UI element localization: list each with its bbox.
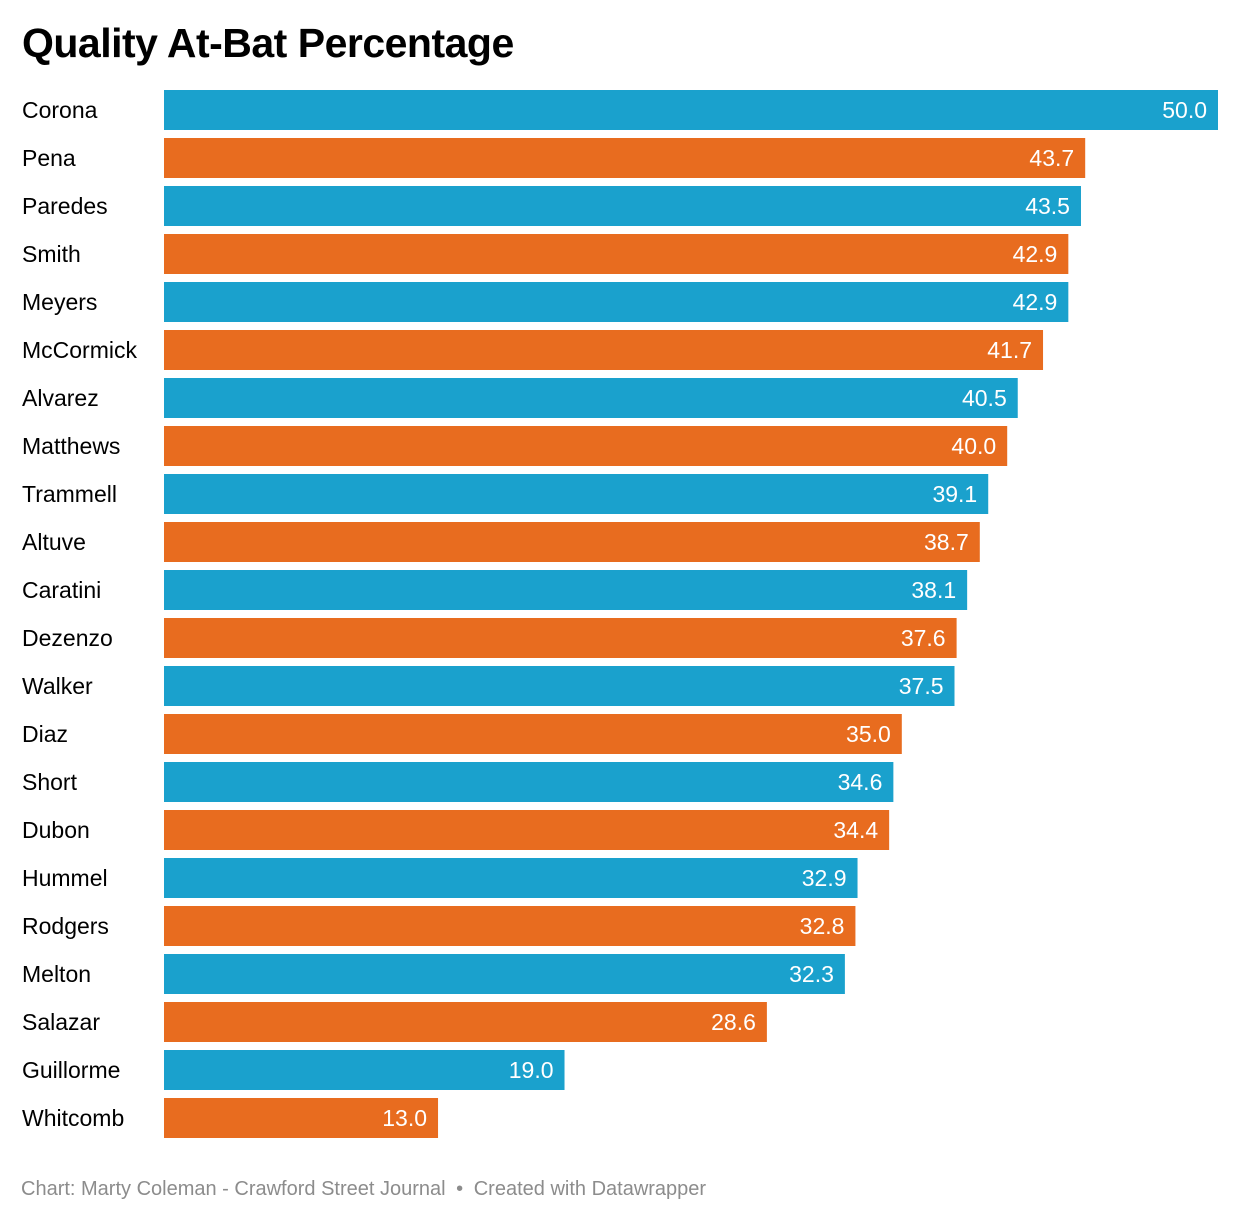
bar-mccormick bbox=[164, 330, 1044, 370]
bar-whitcomb bbox=[164, 1098, 439, 1138]
category-label-dubon: Dubon bbox=[22, 817, 90, 843]
value-label-melton: 32.3 bbox=[789, 961, 834, 987]
category-label-mccormick: McCormick bbox=[22, 337, 137, 363]
category-label-guillorme: Guillorme bbox=[22, 1057, 120, 1083]
value-label-short: 34.6 bbox=[838, 769, 883, 795]
value-label-trammell: 39.1 bbox=[932, 481, 977, 507]
category-label-meyers: Meyers bbox=[22, 289, 97, 315]
bar-dubon bbox=[164, 810, 890, 850]
category-label-melton: Melton bbox=[22, 961, 91, 987]
value-label-diaz: 35.0 bbox=[846, 721, 891, 747]
category-label-pena: Pena bbox=[22, 145, 76, 171]
category-label-short: Short bbox=[22, 769, 78, 795]
bar-matthews bbox=[164, 426, 1008, 466]
bar-pena bbox=[164, 138, 1086, 178]
value-label-rodgers: 32.8 bbox=[800, 913, 845, 939]
bar-smith bbox=[164, 234, 1069, 274]
value-label-corona: 50.0 bbox=[1162, 97, 1207, 123]
bar-trammell bbox=[164, 474, 989, 514]
category-label-rodgers: Rodgers bbox=[22, 913, 109, 939]
category-label-hummel: Hummel bbox=[22, 865, 108, 891]
category-label-alvarez: Alvarez bbox=[22, 385, 99, 411]
bar-meyers bbox=[164, 282, 1069, 322]
category-label-salazar: Salazar bbox=[22, 1009, 100, 1035]
category-label-altuve: Altuve bbox=[22, 529, 86, 555]
value-label-caratini: 38.1 bbox=[911, 577, 956, 603]
value-label-dezenzo: 37.6 bbox=[901, 625, 946, 651]
category-label-whitcomb: Whitcomb bbox=[22, 1105, 124, 1131]
value-label-hummel: 32.9 bbox=[802, 865, 847, 891]
category-label-walker: Walker bbox=[22, 673, 93, 699]
chart-title: Quality At-Bat Percentage bbox=[22, 20, 514, 66]
category-label-trammell: Trammell bbox=[22, 481, 117, 507]
bar-short bbox=[164, 762, 894, 802]
category-label-paredes: Paredes bbox=[22, 193, 108, 219]
category-label-matthews: Matthews bbox=[22, 433, 120, 459]
bar-diaz bbox=[164, 714, 902, 754]
value-label-smith: 42.9 bbox=[1013, 241, 1058, 267]
category-label-corona: Corona bbox=[22, 97, 98, 123]
bar-hummel bbox=[164, 858, 858, 898]
value-label-pena: 43.7 bbox=[1029, 145, 1074, 171]
value-label-alvarez: 40.5 bbox=[962, 385, 1007, 411]
bar-melton bbox=[164, 954, 845, 994]
bar-dezenzo bbox=[164, 618, 957, 658]
value-label-whitcomb: 13.0 bbox=[382, 1105, 427, 1131]
value-label-salazar: 28.6 bbox=[711, 1009, 756, 1035]
value-label-dubon: 34.4 bbox=[833, 817, 878, 843]
category-label-smith: Smith bbox=[22, 241, 81, 267]
category-label-diaz: Diaz bbox=[22, 721, 68, 747]
value-label-matthews: 40.0 bbox=[951, 433, 996, 459]
bar-altuve bbox=[164, 522, 980, 562]
category-label-caratini: Caratini bbox=[22, 577, 101, 603]
bar-alvarez bbox=[164, 378, 1018, 418]
value-label-altuve: 38.7 bbox=[924, 529, 969, 555]
value-label-mccormick: 41.7 bbox=[987, 337, 1032, 363]
bar-guillorme bbox=[164, 1050, 565, 1090]
bar-walker bbox=[164, 666, 955, 706]
value-label-meyers: 42.9 bbox=[1013, 289, 1058, 315]
footer-credit: Chart: Marty Coleman - Crawford Street J… bbox=[21, 1178, 446, 1200]
chart-footer: Chart: Marty Coleman - Crawford Street J… bbox=[21, 1178, 706, 1201]
bar-paredes bbox=[164, 186, 1081, 226]
footer-tool-credit: Created with Datawrapper bbox=[473, 1178, 707, 1200]
category-label-dezenzo: Dezenzo bbox=[22, 625, 113, 651]
value-label-walker: 37.5 bbox=[899, 673, 944, 699]
value-label-paredes: 43.5 bbox=[1025, 193, 1070, 219]
footer-separator: • bbox=[456, 1178, 464, 1200]
bar-chart: Corona 50.0 Pena 43.7 Paredes 43.5 Smith 42.9 Me… bbox=[22, 90, 1218, 1138]
bar-caratini bbox=[164, 570, 968, 610]
bar-rodgers bbox=[164, 906, 856, 946]
bar-salazar bbox=[164, 1002, 767, 1042]
value-label-guillorme: 19.0 bbox=[509, 1057, 554, 1083]
bar-corona bbox=[164, 90, 1218, 130]
